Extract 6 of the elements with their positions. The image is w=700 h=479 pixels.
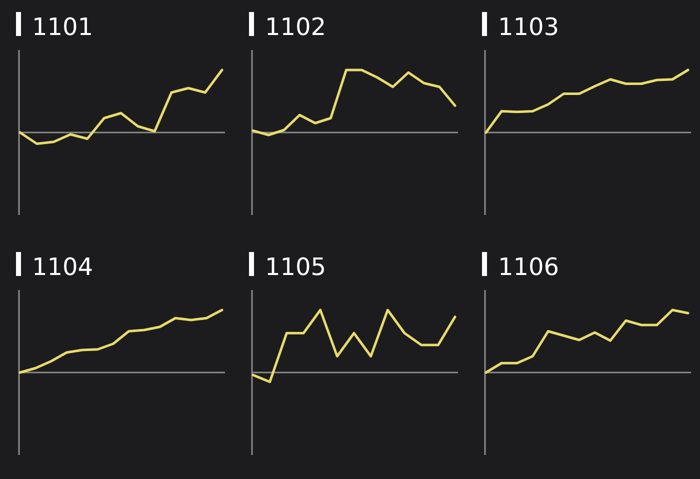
chart-title: 1105 [265, 253, 326, 281]
chart-title: 1106 [498, 253, 560, 281]
chart-title: 1104 [32, 253, 94, 281]
chart-title: 1102 [265, 13, 326, 41]
chart-title: 1103 [498, 13, 560, 41]
chart-title: 1101 [32, 13, 94, 41]
